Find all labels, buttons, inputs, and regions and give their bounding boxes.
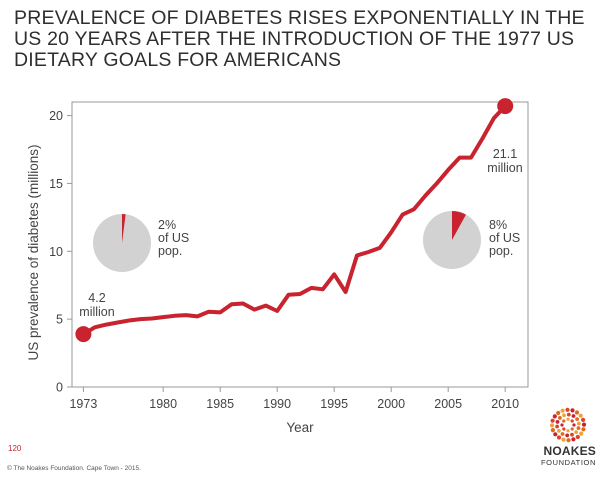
logo-dot xyxy=(557,429,561,433)
logo-dot xyxy=(574,410,580,415)
y-tick-label: 10 xyxy=(49,245,63,259)
logo-dot xyxy=(575,417,579,421)
noakes-foundation-logo: NOAKES FOUNDATION xyxy=(530,406,596,478)
logo-dot xyxy=(571,414,576,418)
logo-dot xyxy=(572,423,576,427)
title-line-3: DIETARY GOALS FOR AMERICANS xyxy=(14,49,342,71)
slide-title: PREVALENCE OF DIABETES RISES EXPONENTIAL… xyxy=(14,8,589,71)
end-unit-label: million xyxy=(487,161,522,175)
logo-text-foundation: FOUNDATION xyxy=(540,458,596,467)
logo-dot xyxy=(556,410,561,416)
start-unit-label: million xyxy=(79,305,114,319)
plot-frame xyxy=(71,101,529,388)
series-line xyxy=(81,104,508,337)
logo-dot xyxy=(576,426,581,430)
x-tick-label: 1995 xyxy=(320,397,348,411)
logo-dot xyxy=(575,434,580,440)
foundation-logo-icon xyxy=(549,407,587,443)
title-line-1: PREVALENCE OF DIABETES RISES EXPONENTIAL… xyxy=(14,7,585,29)
logo-dot xyxy=(562,419,566,423)
x-tick-label: 1990 xyxy=(263,397,291,411)
title-line-2: US 20 YEARS AFTER THE INTRODUCTION OF TH… xyxy=(14,28,575,50)
y-tick-label: 0 xyxy=(56,381,63,395)
pie-label-line: pop. xyxy=(158,244,182,258)
logo-dot xyxy=(553,432,558,437)
logo-dot xyxy=(561,437,566,442)
logo-dot xyxy=(558,416,562,420)
logo-dot xyxy=(562,413,566,418)
pie-chart-slice xyxy=(122,214,126,243)
logo-dot xyxy=(566,417,570,421)
x-tick-label: 2010 xyxy=(491,397,519,411)
logo-dot xyxy=(555,424,559,429)
logo-dot xyxy=(581,417,586,422)
slide-number: 120 xyxy=(8,444,22,453)
logo-dot xyxy=(565,433,570,438)
logo-dot xyxy=(578,413,583,418)
x-tick-label: 2000 xyxy=(377,397,405,411)
pie-chart-slice xyxy=(452,211,466,240)
logo-dot xyxy=(549,423,555,428)
logo-dot xyxy=(574,430,578,434)
logo-dot xyxy=(555,420,560,424)
x-tick-label: 1973 xyxy=(69,397,97,411)
y-tick-label: 15 xyxy=(49,177,63,191)
endpoint-marker xyxy=(75,326,92,343)
logo-dot xyxy=(565,407,570,412)
x-tick-label: 1985 xyxy=(206,397,234,411)
logo-dot xyxy=(577,421,581,426)
logo-dot xyxy=(550,418,555,423)
logo-dot xyxy=(560,432,565,436)
x-tick-label: 1980 xyxy=(149,397,177,411)
logo-dot xyxy=(570,427,574,431)
logo-dot xyxy=(560,408,565,413)
logo-dot xyxy=(570,419,574,423)
y-axis-label: US prevalence of diabetes (millions) xyxy=(26,144,41,360)
start-value-label: 4.2 xyxy=(88,291,105,305)
end-value-label: 21.1 xyxy=(493,147,517,161)
x-axis-label: Year xyxy=(286,420,314,435)
logo-dot xyxy=(562,427,566,431)
logo-dot xyxy=(570,408,575,413)
logo-text-noakes: NOAKES xyxy=(543,444,596,458)
endpoint-marker xyxy=(497,98,514,115)
logo-dot xyxy=(556,435,562,440)
pie-label-line: 2% xyxy=(158,218,176,232)
logo-dot xyxy=(560,423,564,427)
pie-label-line: 8% xyxy=(489,218,507,232)
x-tick-label: 2005 xyxy=(434,397,462,411)
y-tick-label: 5 xyxy=(56,313,63,327)
copyright-notice: © The Noakes Foundation. Cape Town - 201… xyxy=(7,465,141,472)
logo-dot xyxy=(566,412,571,417)
pie-label-line: pop. xyxy=(489,244,513,258)
pie-label-line: of US xyxy=(489,231,520,245)
logo-dot xyxy=(550,428,555,433)
logo-dot xyxy=(581,422,587,427)
logo-dot xyxy=(566,438,571,443)
logo-dot xyxy=(571,437,576,442)
y-tick-label: 20 xyxy=(49,109,63,123)
logo-dot xyxy=(579,431,584,436)
logo-dot xyxy=(581,427,586,432)
logo-dot xyxy=(570,432,574,437)
logo-dot xyxy=(552,414,557,419)
logo-dot xyxy=(566,429,570,433)
pie-label-line: of US xyxy=(158,231,189,245)
